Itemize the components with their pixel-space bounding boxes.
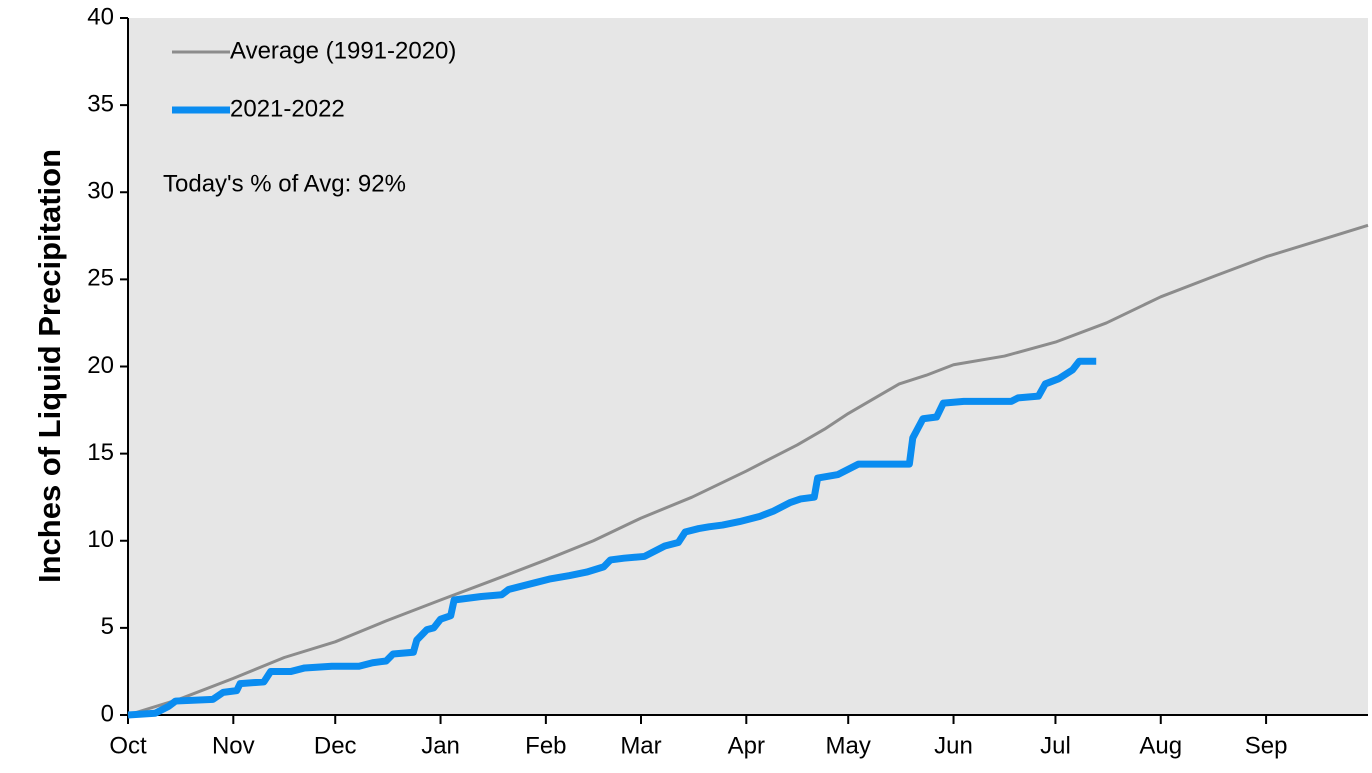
x-tick-label: Apr	[728, 732, 765, 759]
y-tick-label: 25	[87, 265, 114, 292]
legend-label: 2021-2022	[230, 95, 345, 122]
legend-label: Average (1991-2020)	[230, 37, 456, 64]
series-line	[127, 357, 1097, 719]
x-tick-label: Jun	[934, 732, 973, 759]
y-tick-label: 10	[87, 526, 114, 553]
y-tick-label: 40	[87, 3, 114, 30]
x-tick-label: Mar	[620, 732, 661, 759]
x-tick-label: Nov	[212, 732, 255, 759]
y-tick-label: 15	[87, 439, 114, 466]
x-tick-label: Aug	[1139, 732, 1182, 759]
y-tick-label: 5	[101, 613, 114, 640]
y-tick-label: 0	[101, 700, 114, 727]
plot-area	[128, 18, 1368, 715]
x-tick-label: Jul	[1040, 732, 1071, 759]
y-tick-label: 35	[87, 90, 114, 117]
series-line	[127, 223, 1369, 717]
annotation: Today's % of Avg: 92%	[163, 170, 406, 197]
x-tick-label: Sep	[1245, 732, 1288, 759]
x-tick-label: Jan	[421, 732, 460, 759]
y-tick-label: 20	[87, 352, 114, 379]
y-axis-label: Inches of Liquid Precipitation	[32, 149, 67, 583]
x-tick-label: Feb	[525, 732, 566, 759]
x-tick-label: May	[826, 732, 871, 759]
x-tick-label: Dec	[314, 732, 357, 759]
y-tick-label: 30	[87, 178, 114, 205]
x-tick-label: Oct	[109, 732, 147, 759]
